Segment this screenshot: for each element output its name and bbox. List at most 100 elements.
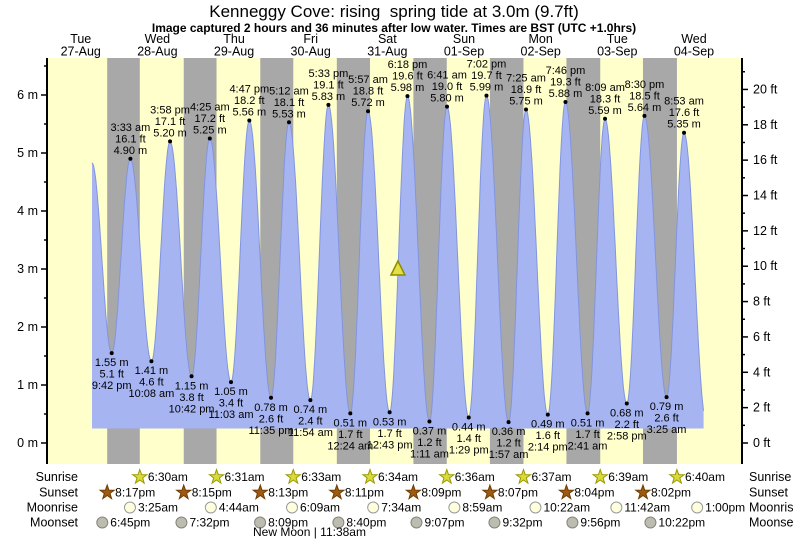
sun-moon-rows: Sunrise Sunrise 6:30am 6:31am 6:33am 6:34am 6:… [27,467,793,530]
low-tide-metres: 0.53 m [373,416,407,428]
day-date: 31-Aug [367,45,407,59]
high-tide-metres: 5.88 m [549,88,583,100]
current-tide-triangle-icon [389,259,407,276]
moonrise-time: 4:44am [219,501,259,515]
sunset-time: 8:02pm [651,486,691,500]
low-tide-time: 10:08 am [128,388,174,400]
moonset-icon [96,516,109,529]
row-label-left-moonset: Moonset [30,516,78,530]
low-tide-feet: 3.8 ft [179,392,203,404]
right-axis-label: 4 ft [753,365,771,379]
sunrise-time: 6:36am [455,470,495,484]
low-tide-metres: 1.41 m [135,365,169,377]
left-axis-label: 0 m [17,436,38,450]
sunset-icon [634,483,652,500]
moonrise-time: 7:34am [381,501,421,515]
low-tide-feet: 2.6 ft [259,413,283,425]
right-axis-label: 18 ft [753,118,778,132]
moonset-icon [175,516,188,529]
tide-extreme-dot [286,120,291,125]
sunrise-icon [668,467,686,485]
low-tide-metres: 0.78 m [254,402,288,414]
tide-extreme-dot [149,359,154,364]
high-tide-time: 4:25 am [190,102,230,114]
moonrise-icon [123,501,136,514]
tide-extreme-dot [603,116,608,121]
moonset-time: 6:45pm [110,516,150,530]
sunrise-time: 6:33am [301,470,341,484]
sunrise-icon [284,467,302,485]
day-name: Sat [378,32,397,46]
high-tide-feet: 17.1 ft [155,116,186,128]
tide-extreme-dot [366,109,371,114]
tide-extreme-dot [387,410,392,415]
low-tide-feet: 1.6 ft [536,430,560,442]
day-name: Thu [223,32,245,46]
sunset-icon [404,483,422,500]
day-date: 30-Aug [291,45,331,59]
day-date: 28-Aug [137,45,177,59]
day-name: Wed [145,32,171,46]
moonrise-icon [204,501,217,514]
moonset-icon [644,516,657,529]
tide-extreme-dot [664,395,669,400]
low-tide-metres: 1.05 m [214,386,248,398]
high-tide-feet: 19.7 ft [471,70,502,82]
high-tide-time: 7:25 am [506,73,546,85]
high-tide-time: 8:09 am [585,82,625,94]
high-tide-metres: 4.90 m [114,145,148,157]
right-axis-label: 20 ft [753,82,778,96]
low-tide-time: 1:29 pm [449,444,489,456]
high-tide-metres: 5.20 m [153,127,187,139]
tide-extreme-dot [524,107,529,112]
moonrise-time: 10:22am [543,501,590,515]
low-tide-metres: 0.36 m [492,426,526,438]
right-axis-label: 16 ft [753,153,778,167]
tide-extreme-dot [427,419,432,424]
low-tide-time: 3:25 am [647,424,687,436]
sunrise-icon [591,467,609,485]
sunrise-icon [361,467,379,485]
right-axis-label: 0 ft [753,436,771,450]
day-date: 03-Sep [597,45,637,59]
moonrise-icon [286,501,299,514]
high-tide-time: 3:33 am [111,122,151,134]
high-tide-metres: 5.99 m [470,82,504,94]
moonset-icon [410,516,423,529]
tide-extreme-dot [563,99,568,104]
high-tide-feet: 16.1 ft [115,133,146,145]
sunset-icon [251,483,269,500]
row-label-right-moonrise: Moonrise [749,501,793,515]
tide-extreme-dot [269,395,274,400]
tide-extreme-dot [445,104,450,109]
low-tide-metres: 0.44 m [452,421,486,433]
day-labels: Tue27-AugWed28-AugThu29-AugFri30-AugSat3… [61,32,715,59]
tide-extreme-dot [585,411,590,416]
tide-extreme-dot [545,412,550,417]
tide-extreme-dot [642,113,647,118]
low-tide-feet: 1.7 ft [338,429,362,441]
day-name: Tue [70,32,91,46]
tide-extreme-dot [189,374,194,379]
sunset-time: 8:07pm [498,486,538,500]
high-tide-time: 5:12 am [269,85,309,97]
low-tide-metres: 0.37 m [413,426,447,438]
moonrise-time: 11:42am [624,501,670,515]
high-tide-metres: 5.72 m [351,97,385,109]
tide-extreme-dot [506,420,511,425]
moonset-time: 8:40pm [346,516,386,530]
tide-extreme-dot [247,118,252,123]
sunset-icon [328,483,346,500]
day-date: 04-Sep [674,45,714,59]
sunrise-icon [207,467,226,485]
moonset-time: 9:56pm [580,516,620,530]
sunrise-icon [438,467,456,485]
sunset-icon [557,483,576,500]
high-tide-feet: 19.0 ft [432,81,463,93]
right-axis-label: 12 ft [753,224,778,238]
high-tide-feet: 18.3 ft [590,93,621,105]
low-tide-time: 11:54 am [288,427,333,439]
moonrise-time: 1:00pm [705,501,745,515]
left-axis-label: 4 m [17,204,38,218]
sunrise-time: 6:40am [685,470,725,484]
